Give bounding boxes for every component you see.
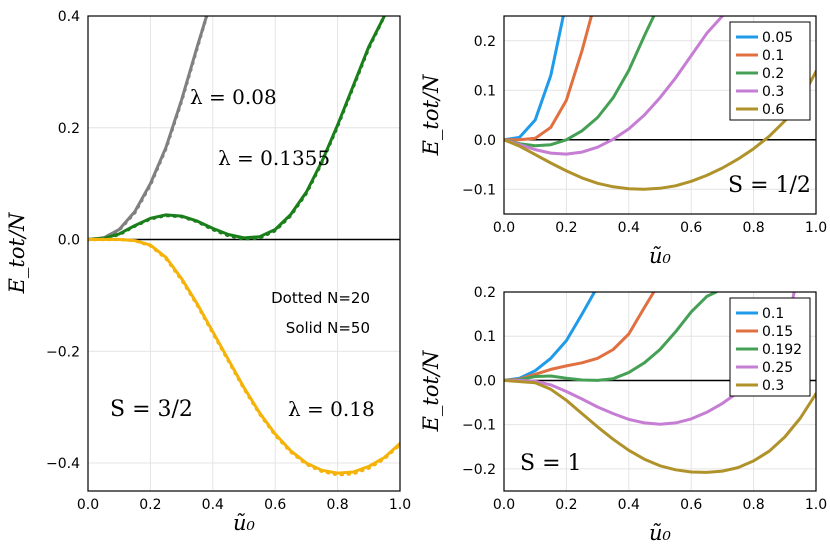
x-tick-label: 0.2 <box>555 497 577 513</box>
x-tick-label: 0.8 <box>742 220 764 236</box>
legend-label: 0.25 <box>762 360 793 376</box>
y-tick-label: −0.1 <box>462 182 496 198</box>
x-axis-label-main: ũ₀ <box>233 511 256 535</box>
panel-main: 0.0 0.2 0.4 0.6 0.8 1.0 −0.4 −0.2 0.0 0.2 0.4 ũ₀ E… <box>5 9 411 535</box>
y-tick-label: 0.2 <box>58 121 80 137</box>
series-line <box>504 292 656 382</box>
legend-label: 0.05 <box>762 30 793 46</box>
series-line <box>504 16 593 142</box>
annotation-lambda-0-1355: λ = 0.1355 <box>218 146 330 170</box>
legend-label: 0.15 <box>762 324 793 340</box>
plot-frame-top-right <box>503 15 817 215</box>
x-tick-label: 0.6 <box>680 220 702 236</box>
legend-label: 0.2 <box>762 66 784 82</box>
x-tick-label: 1.0 <box>389 497 411 513</box>
series-line <box>88 238 400 475</box>
x-tick-label: 0.4 <box>202 497 224 513</box>
panel-top-right: 0.0 0.2 0.4 0.6 0.8 1.0 −0.1 0.0 0.1 0.2 0.05 0.1 0… <box>419 15 827 268</box>
y-tick-label: 0.2 <box>474 285 496 301</box>
y-tick-label: 0.1 <box>474 83 496 99</box>
x-tick-label: 0.2 <box>139 497 161 513</box>
x-tick-label: 0.8 <box>742 497 764 513</box>
annotation-spin-1-2: S = 1/2 <box>728 173 811 198</box>
annotation-spin-1: S = 1 <box>520 451 582 476</box>
series-line <box>504 16 656 148</box>
series-line <box>88 16 387 242</box>
y-tick-label: 0.1 <box>474 329 496 345</box>
legend-label: 0.3 <box>762 378 784 394</box>
plot-frame-bottom-right <box>503 291 817 492</box>
x-axis-label-top-right: ũ₀ <box>649 244 672 268</box>
x-tick-label: 0.0 <box>493 220 515 236</box>
series-line <box>504 378 816 474</box>
x-tick-label: 0.6 <box>680 497 702 513</box>
legend-label: 0.1 <box>762 48 784 64</box>
x-tick-label: 0.4 <box>618 220 640 236</box>
x-tick-label: 1.0 <box>805 497 827 513</box>
annotation-lambda-0-08: λ = 0.08 <box>190 85 277 109</box>
y-tick-label: −0.2 <box>462 462 496 478</box>
y-tick-label: 0.0 <box>474 373 496 389</box>
legend-label: 0.192 <box>762 342 802 358</box>
y-tick-label: −0.2 <box>46 344 80 360</box>
x-tick-label: 0.6 <box>264 497 286 513</box>
annotation-spin-3-2: S = 3/2 <box>110 397 193 422</box>
plot-frame-main <box>87 15 401 492</box>
y-axis-label-bottom-right: E_tot/N <box>419 350 443 432</box>
series-line <box>88 237 400 477</box>
y-axis-label-main: E_tot/N <box>5 212 29 294</box>
note-dotted: Dotted N=20 <box>271 289 370 307</box>
y-tick-label: 0.0 <box>58 233 80 249</box>
series-line <box>504 16 724 156</box>
series-line <box>504 292 718 382</box>
x-axis-label-bottom-right: ũ₀ <box>649 521 672 545</box>
legend-label: 0.1 <box>762 306 784 322</box>
x-tick-label: 0.2 <box>555 220 577 236</box>
series-line <box>504 69 816 191</box>
annotation-lambda-0-18: λ = 0.18 <box>288 397 375 421</box>
note-solid: Solid N=50 <box>286 319 370 337</box>
x-tick-label: 0.4 <box>618 497 640 513</box>
y-axis-label-top-right: E_tot/N <box>419 74 443 156</box>
series-line <box>88 16 209 242</box>
x-tick-label: 0.0 <box>493 497 515 513</box>
series-line <box>504 16 565 142</box>
y-tick-label: −0.1 <box>462 418 496 434</box>
y-tick-label: 0.2 <box>474 34 496 50</box>
legend-label: 0.3 <box>762 84 784 100</box>
y-tick-label: 0.0 <box>474 133 496 149</box>
legend-label: 0.6 <box>762 102 784 118</box>
panel-bottom-right: 0.0 0.2 0.4 0.6 0.8 1.0 −0.2 −0.1 0.0 0.1 0.2 0.1 0… <box>419 285 827 545</box>
y-tick-label: −0.4 <box>46 456 80 472</box>
x-tick-label: 0.0 <box>77 497 99 513</box>
x-tick-label: 0.8 <box>326 497 348 513</box>
y-tick-label: 0.4 <box>58 9 80 25</box>
x-tick-label: 1.0 <box>805 220 827 236</box>
